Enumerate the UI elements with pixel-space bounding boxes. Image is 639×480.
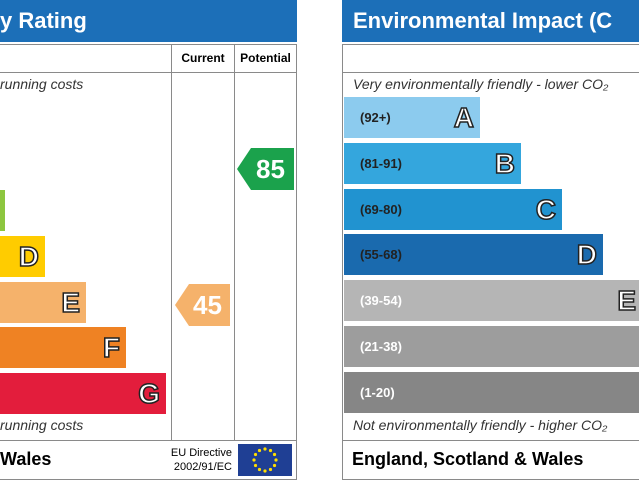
footer: England, Scotland & Wales [352,449,584,469]
eu-flag [238,444,292,476]
star [263,469,267,473]
star [257,467,262,472]
directive: EU Directive 2002/91/EC [150,446,232,474]
band-bar: G [0,372,166,414]
column-header: Current [181,51,225,65]
rating-arrow: 85 [237,148,294,190]
band-bar: B (81-91) [344,142,521,184]
bottom-note: running costs [0,417,84,433]
directive-line: 2002/91/EC [173,461,232,473]
top-note: Very environmentally friendly - lower CO… [353,76,609,92]
top-note: running costs [0,76,84,92]
border [342,44,343,480]
star [253,452,258,457]
border [171,44,172,441]
band-bar: (1-20) [344,371,639,413]
bottom-note: Not environmentally friendly - higher CO… [353,417,608,433]
band-bar: (21-38) [344,326,639,367]
band-bar: D (55-68) [344,234,603,276]
left-title: y Rating [0,0,297,42]
band-range: (21-38) [360,339,402,354]
border [0,72,297,73]
band-range: (55-68) [360,247,402,263]
border [0,44,297,45]
border [0,440,297,441]
border [296,44,297,480]
star [257,448,262,453]
band-range: (81-91) [360,155,402,171]
band-bar: E [0,281,86,323]
star [253,463,258,468]
footer: Wales [0,449,52,469]
band-bar: F [0,327,126,368]
border [342,440,639,441]
border [234,44,235,441]
star [274,458,278,462]
band-bar: A (92+) [344,97,480,138]
border [342,44,639,45]
band-range: (1-20) [360,384,395,400]
star [252,458,256,462]
star [272,463,277,468]
directive-line: EU Directive [170,447,232,459]
band-bar: C (69-80) [344,188,562,230]
band-bar: D [0,236,45,277]
star [263,447,267,451]
star [272,452,277,457]
right-title: Environmental Impact (C [342,0,639,42]
column-header: Potential [240,51,291,65]
star [268,467,273,472]
band-range: (69-80) [360,201,402,217]
star [268,448,273,453]
band-bar: E (39-54) [344,280,639,322]
band-bar [0,190,5,231]
band-range: (39-54) [360,293,402,309]
rating-arrow: 45 [175,284,230,326]
border [342,72,639,73]
band-range: (92+) [360,110,391,125]
